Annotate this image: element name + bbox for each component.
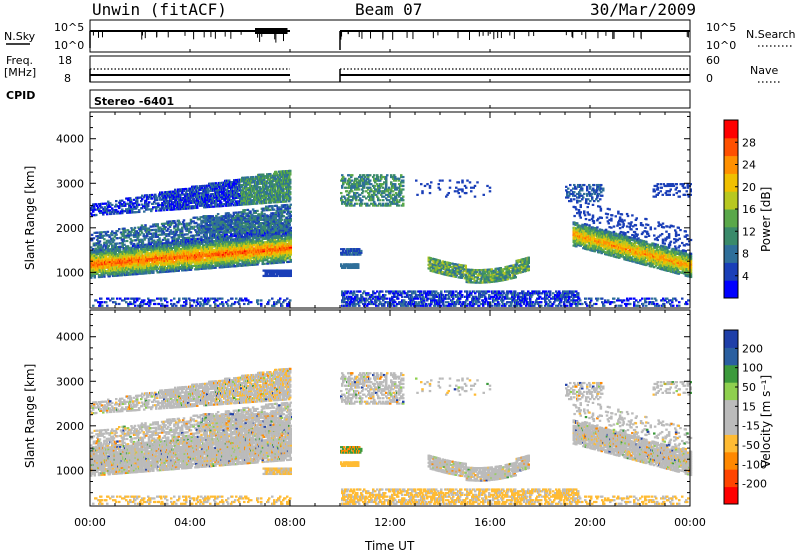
power-heatmap — [90, 170, 692, 307]
heatmap-cell — [111, 204, 114, 206]
heatmap-cell — [111, 234, 114, 236]
heatmap-cell — [116, 237, 119, 239]
heatmap-cell — [263, 263, 266, 265]
heatmap-cell — [142, 240, 145, 242]
heatmap-cell — [103, 235, 106, 237]
heatmap-cell — [158, 237, 161, 239]
heatmap-cell — [244, 209, 247, 211]
heatmap-cell — [115, 234, 118, 236]
freq-tick-top: 18 — [58, 54, 72, 67]
nsky-panel-frame — [90, 20, 690, 52]
freq-tick-bottom: 8 — [64, 72, 71, 85]
heatmap-cell — [126, 240, 129, 242]
freq-label-line2: [MHz] — [4, 66, 36, 79]
heatmap-cell — [181, 227, 184, 229]
heatmap-cell — [103, 238, 106, 240]
nsearch-tick-top: 10^5 — [706, 21, 736, 34]
date-title: 30/Mar/2009 — [590, 0, 696, 19]
heatmap-cell — [144, 224, 147, 226]
heatmap-cell — [99, 240, 102, 242]
heatmap-cell — [290, 227, 293, 229]
heatmap-cell — [118, 228, 121, 230]
heatmap-cell — [180, 223, 183, 225]
heatmap-cell — [141, 198, 144, 200]
heatmap-cell — [167, 228, 170, 230]
heatmap-cell — [138, 204, 141, 206]
heatmap-cell — [138, 209, 141, 211]
heatmap-cell — [271, 205, 274, 207]
nsky-label: N.Sky — [4, 30, 36, 43]
heatmap-cell — [135, 239, 138, 241]
heatmap-cell — [162, 239, 165, 241]
heatmap-cell — [151, 197, 154, 199]
heatmap-cell — [134, 227, 137, 229]
heatmap-cell — [155, 229, 158, 231]
beam-title: Beam 07 — [355, 0, 422, 19]
heatmap-cell — [200, 236, 203, 238]
heatmap-cell — [186, 233, 189, 235]
nsearch-label: N.Search — [746, 28, 796, 41]
heatmap-cell — [217, 213, 220, 215]
cpid-value: Stereo -6401 — [94, 95, 174, 108]
heatmap-cell — [198, 234, 201, 236]
heatmap-cell — [100, 244, 103, 246]
heatmap-cell — [143, 210, 146, 212]
nave-tick-top: 60 — [706, 54, 720, 67]
heatmap-cell — [116, 242, 119, 244]
heatmap-cell — [101, 231, 104, 233]
heatmap-cell — [156, 197, 159, 199]
cpid-label: CPID — [6, 89, 35, 102]
heatmap-cell — [130, 199, 133, 201]
heatmap-cell — [131, 239, 134, 241]
nsky-dense-block — [255, 28, 288, 34]
heatmap-cell — [91, 234, 94, 236]
heatmap-cell — [95, 214, 98, 216]
heatmap-cell — [124, 229, 127, 231]
heatmap-cell — [183, 219, 186, 221]
heatmap-cell — [139, 233, 142, 235]
heatmap-cell — [113, 239, 116, 241]
heatmap-cell — [143, 233, 146, 235]
heatmap-cell — [108, 245, 111, 247]
heatmap-cell — [290, 211, 293, 213]
nsky-tick-bottom: 10^0 — [54, 39, 84, 52]
heatmap-cell — [190, 231, 193, 233]
heatmap-cell — [193, 226, 196, 228]
heatmap-cell — [257, 261, 260, 263]
heatmap-cell — [283, 211, 286, 213]
heatmap-cell — [107, 231, 110, 233]
heatmap-cell — [115, 200, 118, 202]
heatmap-cell — [269, 209, 272, 211]
heatmap-cell — [170, 229, 173, 231]
nave-label: Nave — [750, 64, 778, 77]
heatmap-cell — [290, 259, 293, 261]
heatmap-cell — [157, 223, 160, 225]
heatmap-cell — [273, 208, 276, 210]
nsearch-tick-bottom: 10^0 — [706, 39, 736, 52]
heatmap-cell — [167, 238, 170, 240]
nsky-tick-top: 10^5 — [54, 21, 84, 34]
heatmap-cell — [130, 234, 133, 236]
heatmap-cell — [290, 204, 293, 206]
heatmap-cell — [249, 210, 252, 212]
nave-tick-bottom: 0 — [706, 72, 713, 85]
heatmap-cell — [256, 210, 259, 212]
heatmap-cell — [164, 226, 167, 228]
heatmap-cell — [116, 230, 119, 232]
heatmap-cell — [123, 240, 126, 242]
heatmap-cell — [148, 201, 151, 203]
station-title: Unwin (fitACF) — [92, 0, 227, 19]
heatmap-cell — [96, 232, 99, 234]
nsky-trace — [90, 28, 690, 50]
